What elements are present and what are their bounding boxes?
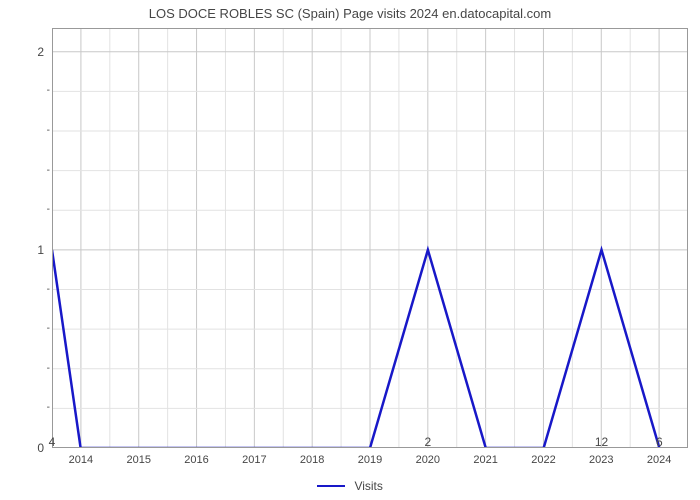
legend: Visits	[0, 478, 700, 493]
x-tick-label: 2020	[416, 454, 440, 466]
y-minor-tick: -	[47, 284, 50, 295]
y-minor-tick: -	[47, 402, 50, 413]
y-tick-label: 0	[14, 441, 44, 455]
x-tick-label: 2015	[126, 454, 150, 466]
x-tick-label: 2014	[69, 454, 93, 466]
plot-area	[52, 28, 688, 448]
y-minor-tick: -	[47, 85, 50, 96]
y-tick-label: 2	[14, 45, 44, 59]
series-point-label: 12	[595, 435, 608, 449]
series-group	[52, 250, 659, 448]
x-tick-label: 2022	[531, 454, 555, 466]
y-minor-tick: -	[47, 363, 50, 374]
y-minor-tick: -	[47, 165, 50, 176]
chart-container: { "chart": { "type": "line", "title": "L…	[0, 0, 700, 500]
legend-swatch	[317, 485, 345, 487]
series-point-label: 6	[656, 435, 663, 449]
legend-label: Visits	[354, 479, 382, 493]
series-point-label: 4	[49, 435, 56, 449]
y-minor-tick: -	[47, 204, 50, 215]
grid-group	[52, 28, 688, 448]
chart-svg	[52, 28, 688, 448]
series-point-label: 2	[425, 435, 432, 449]
y-minor-tick: -	[47, 323, 50, 334]
chart-title: LOS DOCE ROBLES SC (Spain) Page visits 2…	[0, 6, 700, 21]
x-tick-label: 2018	[300, 454, 324, 466]
x-tick-label: 2024	[647, 454, 671, 466]
x-tick-label: 2023	[589, 454, 613, 466]
x-tick-label: 2019	[358, 454, 382, 466]
x-tick-label: 2021	[473, 454, 497, 466]
x-tick-label: 2016	[184, 454, 208, 466]
y-minor-tick: -	[47, 125, 50, 136]
x-tick-label: 2017	[242, 454, 266, 466]
y-tick-label: 1	[14, 243, 44, 257]
